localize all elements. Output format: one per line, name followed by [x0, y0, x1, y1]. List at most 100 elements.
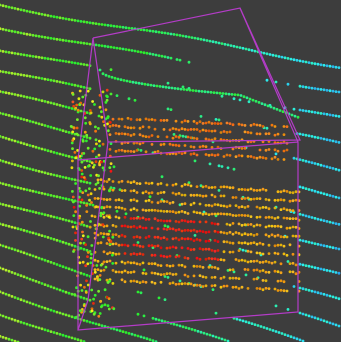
point — [79, 283, 82, 287]
point — [261, 288, 265, 292]
point — [135, 226, 139, 230]
point — [195, 193, 199, 197]
point — [125, 79, 129, 83]
point — [127, 97, 131, 101]
point — [108, 205, 112, 209]
point — [25, 188, 29, 192]
point — [10, 247, 14, 251]
point — [238, 98, 242, 102]
point — [192, 201, 196, 205]
point — [202, 210, 206, 214]
point — [82, 135, 86, 139]
point — [71, 195, 75, 199]
point — [139, 291, 143, 295]
point — [61, 265, 65, 269]
point — [234, 155, 238, 159]
point — [85, 273, 89, 277]
point — [96, 233, 100, 237]
point — [100, 44, 104, 48]
point — [43, 124, 47, 127]
point — [192, 210, 196, 214]
point — [117, 243, 121, 247]
point — [213, 212, 217, 216]
point — [195, 153, 199, 157]
point — [61, 81, 65, 84]
point — [325, 88, 329, 92]
point — [61, 104, 65, 108]
point — [274, 304, 278, 308]
point — [52, 126, 56, 130]
point — [240, 205, 244, 209]
point — [286, 82, 290, 86]
point — [282, 244, 286, 248]
point — [80, 175, 84, 179]
point — [114, 242, 118, 246]
point — [191, 89, 195, 92]
point — [111, 253, 114, 257]
point — [126, 260, 130, 264]
point — [319, 191, 323, 195]
point — [280, 332, 284, 335]
point — [204, 203, 208, 207]
point — [129, 225, 133, 229]
point — [204, 284, 208, 288]
point — [273, 224, 277, 228]
point — [64, 266, 68, 270]
point — [109, 186, 113, 190]
point — [276, 149, 280, 153]
point — [279, 208, 283, 212]
point — [55, 310, 59, 314]
point — [316, 266, 320, 270]
point — [279, 288, 283, 292]
point — [82, 223, 86, 227]
point — [123, 224, 127, 228]
point — [258, 188, 262, 192]
point — [111, 180, 115, 183]
point — [264, 132, 268, 136]
point — [109, 142, 113, 146]
point — [180, 263, 184, 267]
point — [108, 121, 112, 124]
point — [85, 279, 88, 283]
point — [249, 250, 253, 254]
point — [114, 124, 118, 127]
point — [61, 153, 65, 157]
point — [217, 189, 221, 192]
point — [292, 285, 296, 288]
point — [61, 312, 65, 316]
point — [58, 311, 62, 315]
point — [124, 26, 128, 30]
point — [205, 39, 209, 42]
point — [213, 129, 217, 133]
point — [180, 282, 184, 286]
point — [147, 191, 151, 195]
point — [16, 227, 20, 231]
point — [7, 71, 11, 75]
point — [93, 103, 96, 106]
point — [132, 225, 136, 228]
point — [316, 87, 320, 91]
point — [43, 213, 47, 217]
point — [107, 236, 110, 240]
point — [79, 179, 83, 183]
point — [99, 214, 103, 218]
point — [73, 221, 77, 225]
point — [289, 57, 293, 61]
point — [70, 141, 74, 145]
point — [89, 256, 93, 260]
point — [273, 125, 277, 128]
point — [270, 261, 274, 265]
point — [316, 317, 320, 321]
point — [276, 252, 280, 256]
point — [13, 185, 17, 189]
point — [264, 260, 268, 263]
point — [37, 233, 41, 237]
point — [196, 329, 200, 333]
point — [93, 270, 97, 274]
point — [186, 120, 190, 123]
point — [177, 238, 181, 242]
point — [138, 142, 142, 146]
point — [55, 15, 59, 19]
point — [10, 225, 14, 229]
point — [261, 260, 265, 264]
